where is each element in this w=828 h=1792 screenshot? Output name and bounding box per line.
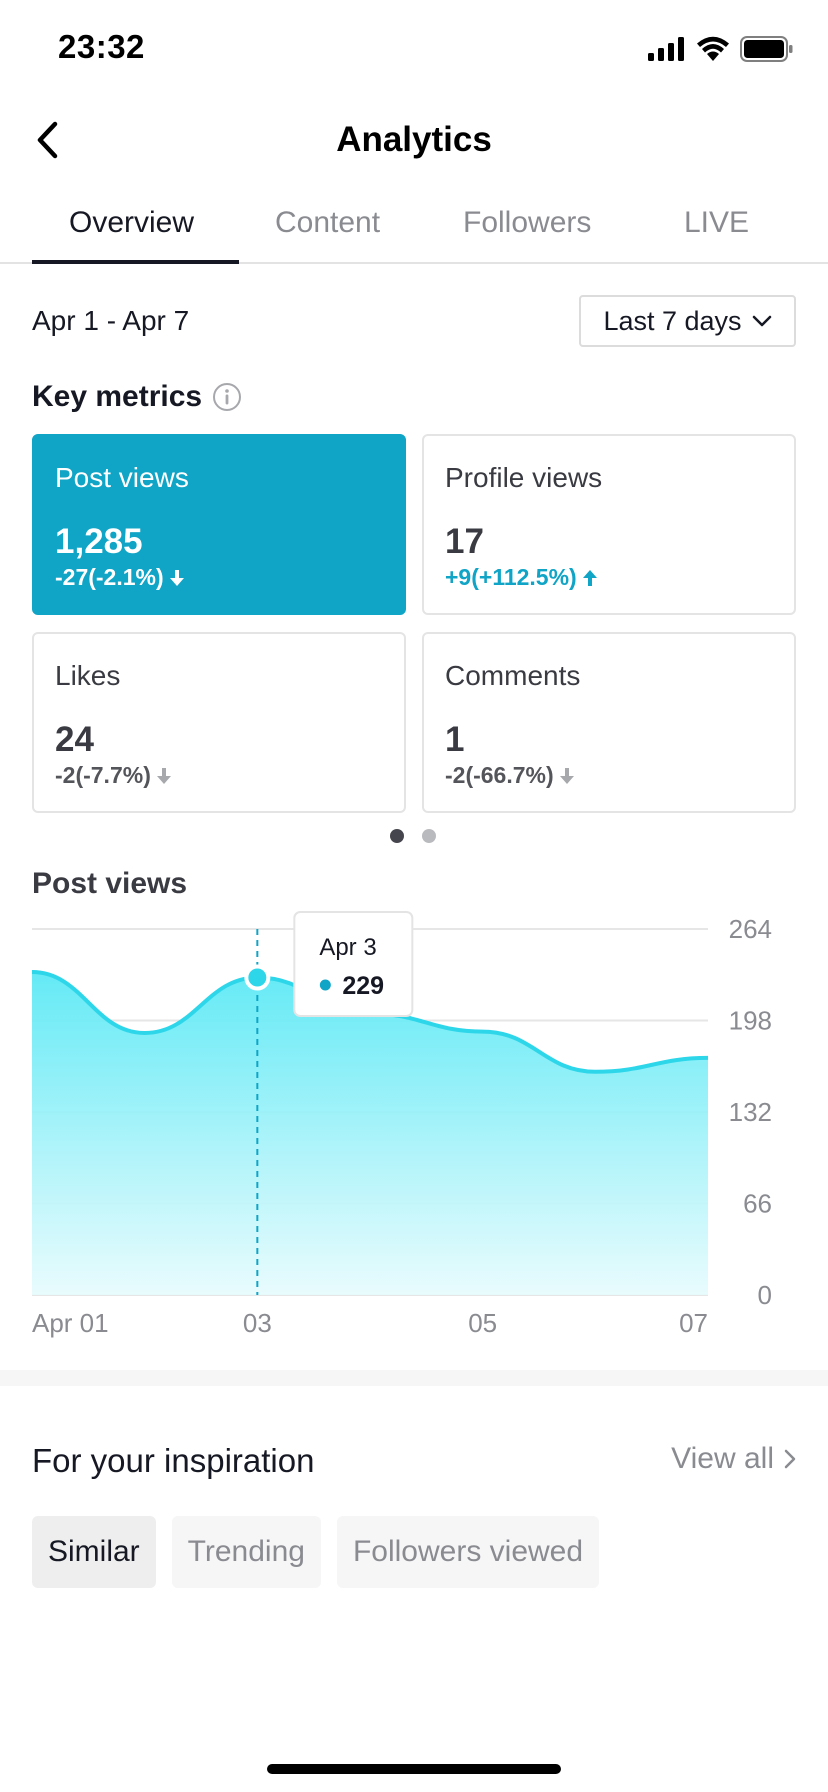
chart-tooltip-value: 229 [342,972,384,1000]
tab-content[interactable]: Content [275,206,381,239]
metric-value: 17 [445,522,484,561]
tab-overview[interactable]: Overview [69,206,195,239]
metric-value: 24 [55,720,94,759]
metric-change-text: -2(-66.7%) [445,762,554,788]
metric-label: Profile views [445,462,603,493]
chart-y-tick-label: 264 [729,914,772,944]
metric-change: -27(-2.1%) [55,564,184,591]
status-icons [648,36,794,62]
chip-followers-viewed[interactable]: Followers viewed [336,1516,600,1588]
status-time: 23:32 [58,28,145,65]
battery-icon [740,36,793,62]
chart-data-point-highlight[interactable] [244,964,271,991]
metric-card-post-views[interactable]: Post views 1,285 -27(-2.1%) [32,434,406,615]
date-range-label: Apr 1 - Apr 7 [32,305,190,336]
view-all-link[interactable]: View all [671,1442,796,1476]
arrow-down-icon [559,767,574,784]
chart-title: Post views [32,867,188,900]
metric-change: -2(-7.7%) [55,762,171,789]
metric-change: +9(+112.5%) [445,564,597,591]
chart-tooltip-date: Apr 3 [319,934,376,961]
chart-y-tick-label: 132 [729,1097,772,1127]
home-indicator [267,1764,561,1774]
chart-y-axis: 264 198 132 66 0 [729,914,772,1310]
inspiration-title: For your inspiration [32,1442,315,1479]
metric-change-text: +9(+112.5%) [445,564,577,590]
chart-y-tick-label: 0 [758,1280,772,1310]
wifi-icon [697,36,729,61]
arrow-down-icon [169,569,184,586]
chart-x-axis: Apr 01 03 05 07 [32,1308,708,1338]
chevron-right-icon [784,1449,796,1469]
chart-x-tick-label: Apr 01 [32,1308,109,1338]
chart-y-tick-label: 66 [743,1189,772,1219]
signal-icon [648,37,684,61]
arrow-up-icon [582,569,597,586]
view-all-label: View all [671,1442,774,1475]
pagination-dot[interactable] [422,829,436,843]
chart-tooltip: Apr 3 229 [293,911,414,1017]
chart-y-tick-label: 198 [729,1006,772,1036]
metric-value: 1 [445,720,465,759]
chevron-left-icon [37,121,58,159]
metric-card-comments[interactable]: Comments 1 -2(-66.7%) [422,632,796,813]
metric-label: Post views [55,462,189,493]
metric-value: 1,285 [55,522,143,561]
key-metrics-title: Key metrics [32,380,203,413]
chart-x-tick-label: 03 [243,1308,272,1338]
metric-label: Comments [445,660,581,691]
back-button[interactable] [26,118,70,162]
key-metrics-heading: Key metrics [32,380,242,414]
metric-card-profile-views[interactable]: Profile views 17 +9(+112.5%) [422,434,796,615]
date-range-select[interactable]: Last 7 days [579,295,796,347]
tab-bar: Overview Content Followers LIVE [0,180,828,264]
post-views-chart[interactable]: 264 198 132 66 0 Apr 01 03 05 07 Apr 3 229 [0,900,828,1340]
inspiration-filter-chips: Similar Trending Followers viewed [32,1516,600,1588]
chart-tooltip-legend-dot [319,979,331,991]
arrow-down-icon [156,767,171,784]
chip-trending[interactable]: Trending [171,1516,321,1588]
chart-x-tick-label: 07 [679,1308,708,1338]
chart-x-tick-label: 05 [468,1308,497,1338]
nav-bar: Analytics [0,100,828,180]
pagination-dot[interactable] [390,829,404,843]
metric-change: -2(-66.7%) [445,762,574,789]
chip-similar[interactable]: Similar [32,1516,156,1588]
info-icon[interactable] [212,382,242,412]
carousel-pagination [390,829,436,843]
metric-change-text: -2(-7.7%) [55,762,151,788]
section-divider [0,1370,828,1386]
chart-tooltip-box [293,911,414,1017]
status-bar: 23:32 [0,0,828,100]
date-range-select-value: Last 7 days [603,305,742,336]
page-title: Analytics [336,120,492,159]
tab-followers[interactable]: Followers [463,206,592,239]
tab-live[interactable]: LIVE [684,206,750,239]
metric-card-likes[interactable]: Likes 24 -2(-7.7%) [32,632,406,813]
metric-label: Likes [55,660,121,691]
metric-change-text: -27(-2.1%) [55,564,164,590]
active-tab-indicator [32,260,239,264]
chevron-down-icon [752,315,771,327]
